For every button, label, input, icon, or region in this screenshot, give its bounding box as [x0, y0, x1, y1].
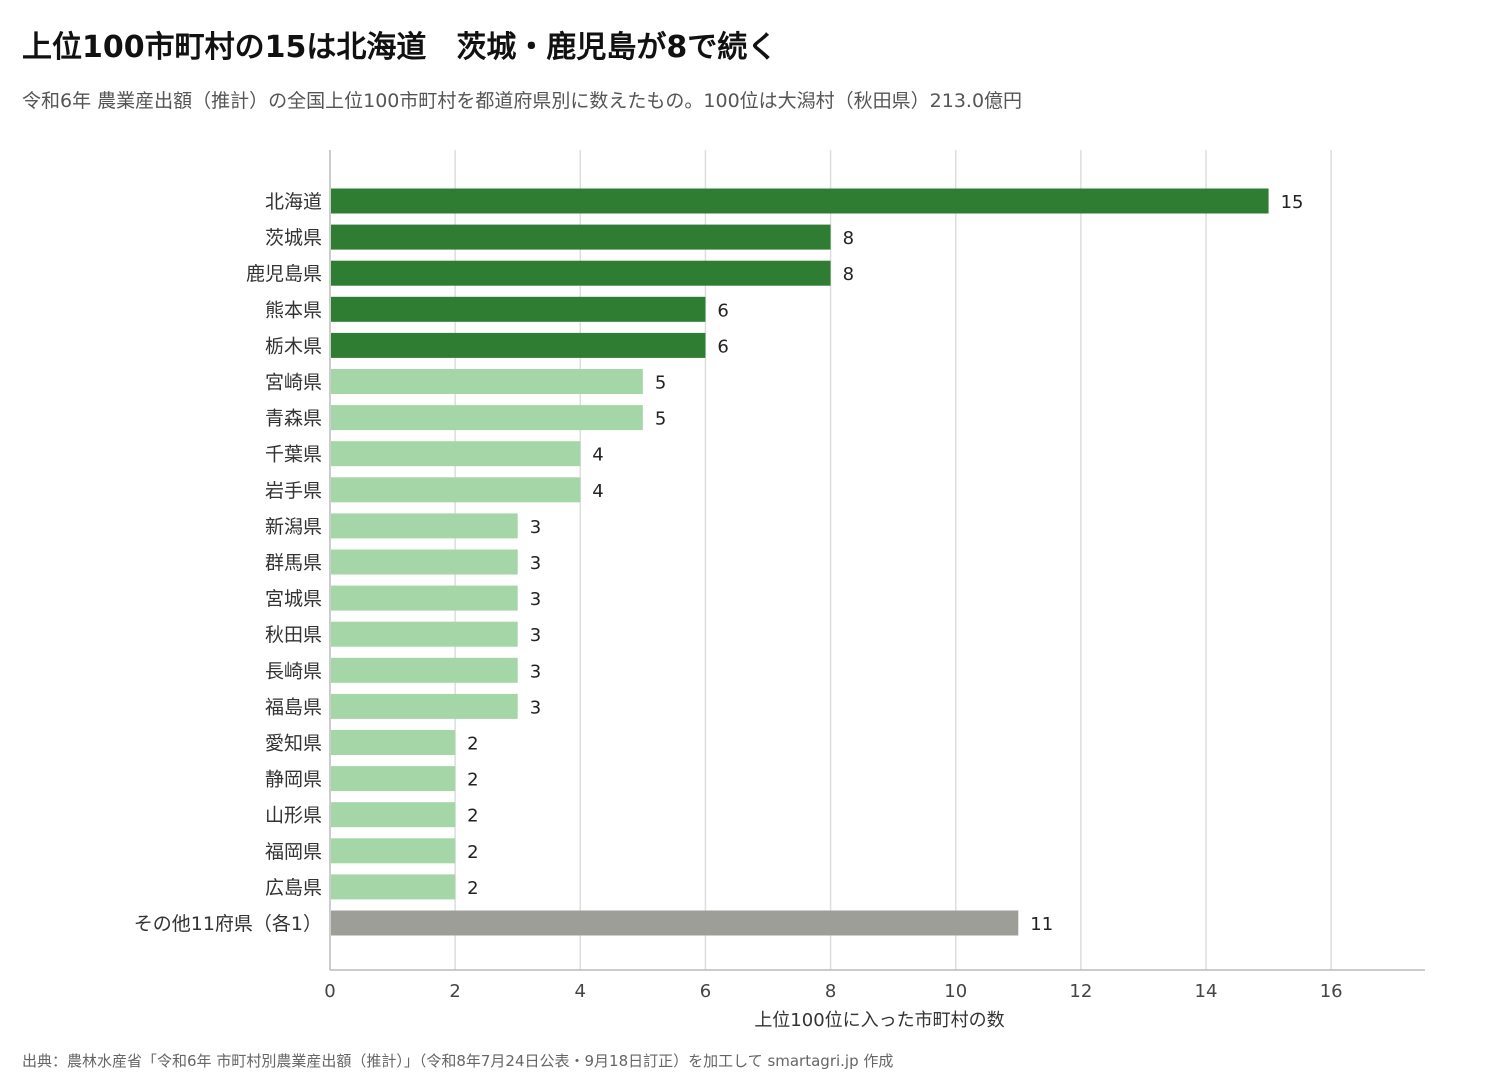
data-label: 6 — [717, 300, 728, 321]
data-label: 3 — [530, 589, 541, 610]
data-label: 3 — [530, 517, 541, 538]
category-label: 千葉県 — [265, 444, 322, 466]
category-label: 宮城県 — [265, 588, 322, 610]
bar-chart: 0 2 4 6 8 10 12 14 16 北海道 15 茨城県 8 鹿児島県 8 熊本県 6 栃木県 6 宮崎県 5 青… — [134, 150, 1425, 1031]
data-label: 3 — [530, 661, 541, 682]
bar — [331, 693, 518, 719]
bar — [331, 405, 643, 431]
data-label: 3 — [530, 553, 541, 574]
x-tick-label: 12 — [1069, 981, 1092, 1002]
data-label: 8 — [843, 264, 854, 285]
bar — [331, 441, 581, 467]
bar — [331, 296, 706, 322]
bar — [331, 260, 831, 286]
x-tick-label: 10 — [944, 981, 967, 1002]
data-label: 4 — [592, 481, 603, 502]
category-label: 群馬県 — [265, 552, 322, 574]
category-label: 福岡県 — [265, 841, 322, 863]
category-label: 鹿児島県 — [246, 263, 322, 285]
category-label: その他11府県（各1） — [134, 913, 322, 935]
category-label: 山形県 — [265, 805, 322, 827]
category-label: 岩手県 — [265, 480, 322, 502]
category-label: 広島県 — [265, 877, 322, 899]
bar — [331, 621, 518, 647]
bar — [331, 585, 518, 611]
data-label: 2 — [467, 842, 478, 863]
data-label: 2 — [467, 734, 478, 755]
bar — [331, 224, 831, 250]
x-tick-label: 2 — [449, 981, 460, 1002]
bar — [331, 549, 518, 575]
bar — [331, 766, 456, 792]
category-label: 栃木県 — [265, 335, 322, 357]
category-label: 福島県 — [265, 696, 322, 718]
category-label: 秋田県 — [265, 624, 322, 646]
category-label: 長崎県 — [265, 660, 322, 682]
bar — [331, 332, 706, 358]
data-label: 5 — [655, 373, 666, 394]
data-label: 5 — [655, 409, 666, 430]
x-tick-label: 14 — [1195, 981, 1218, 1002]
bar — [331, 369, 643, 394]
category-label: 静岡県 — [265, 769, 322, 791]
bar — [331, 802, 456, 828]
x-axis-title: 上位100位に入った市町村の数 — [754, 1010, 1004, 1031]
x-tick-label: 6 — [700, 981, 711, 1002]
category-label: 茨城県 — [265, 227, 322, 249]
category-label: 青森県 — [265, 408, 322, 430]
x-tick-label: 8 — [825, 981, 836, 1002]
data-label: 15 — [1281, 192, 1304, 213]
chart-title: 上位100市町村の15は北海道 茨城・鹿児島が8で続く — [22, 30, 778, 65]
source-note: 出典：農林水産省「令和6年 市町村別農業産出額（推計）」（令和8年7月24日公表… — [22, 1052, 894, 1070]
x-tick-label: 4 — [575, 981, 586, 1002]
bar — [331, 838, 456, 864]
bar — [331, 874, 456, 900]
data-label: 2 — [467, 878, 478, 899]
category-label: 愛知県 — [265, 733, 322, 755]
data-label: 3 — [530, 697, 541, 718]
data-label: 2 — [467, 806, 478, 827]
bar — [331, 188, 1269, 214]
data-label: 4 — [592, 445, 603, 466]
category-label: 北海道 — [265, 191, 322, 213]
category-label: 宮崎県 — [265, 372, 322, 394]
data-label: 8 — [843, 228, 854, 249]
chart-subtitle: 令和6年 農業産出額（推計）の全国上位100市町村を都道府県別に数えたもの。10… — [22, 90, 1023, 112]
bar — [331, 513, 518, 539]
bar — [331, 657, 518, 683]
data-label: 3 — [530, 625, 541, 646]
data-label: 2 — [467, 770, 478, 791]
data-label: 6 — [717, 336, 728, 357]
category-label: 熊本県 — [265, 299, 322, 321]
bar — [331, 910, 1019, 936]
category-label: 新潟県 — [265, 516, 322, 538]
x-tick-label: 16 — [1320, 981, 1343, 1002]
bar — [331, 730, 456, 755]
bar — [331, 477, 581, 503]
data-label: 11 — [1030, 914, 1053, 935]
x-tick-label: 0 — [324, 981, 335, 1002]
